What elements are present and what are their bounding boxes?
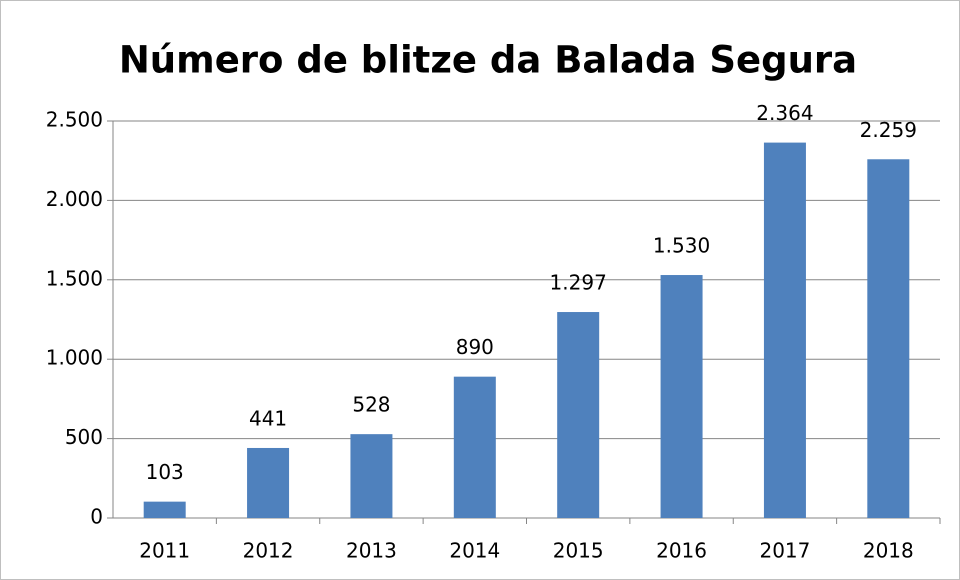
y-tick-label: 0: [90, 505, 103, 529]
bar: [247, 447, 290, 518]
data-label: 441: [249, 406, 287, 430]
x-tick-label: 2012: [243, 539, 294, 563]
y-tick-label: 500: [65, 425, 103, 449]
x-tick-label: 2014: [449, 539, 500, 563]
bar: [867, 159, 910, 518]
bar: [453, 376, 496, 518]
bar: [557, 312, 600, 518]
x-tick-label: 2018: [863, 539, 914, 563]
bar: [350, 434, 393, 518]
y-tick-label: 1.000: [46, 346, 103, 370]
x-tick-label: 2016: [656, 539, 707, 563]
data-label: 103: [146, 460, 184, 484]
x-tick-label: 2013: [346, 539, 397, 563]
bar: [143, 501, 186, 518]
data-label: 2.259: [860, 118, 917, 142]
y-tick-label: 2.500: [46, 108, 103, 132]
chart-title: Número de blitze da Balada Segura: [119, 39, 857, 82]
x-tick-label: 2015: [553, 539, 604, 563]
data-label: 1.530: [653, 234, 710, 258]
bar: [660, 275, 703, 518]
data-label: 1.297: [550, 271, 607, 295]
y-tick-label: 2.000: [46, 187, 103, 211]
data-label: 2.364: [756, 101, 813, 125]
x-tick-label: 2011: [139, 539, 190, 563]
data-label: 890: [456, 335, 494, 359]
bar: [763, 142, 806, 518]
x-tick-label: 2017: [759, 539, 810, 563]
y-tick-label: 1.500: [46, 266, 103, 290]
data-label: 528: [352, 393, 390, 417]
